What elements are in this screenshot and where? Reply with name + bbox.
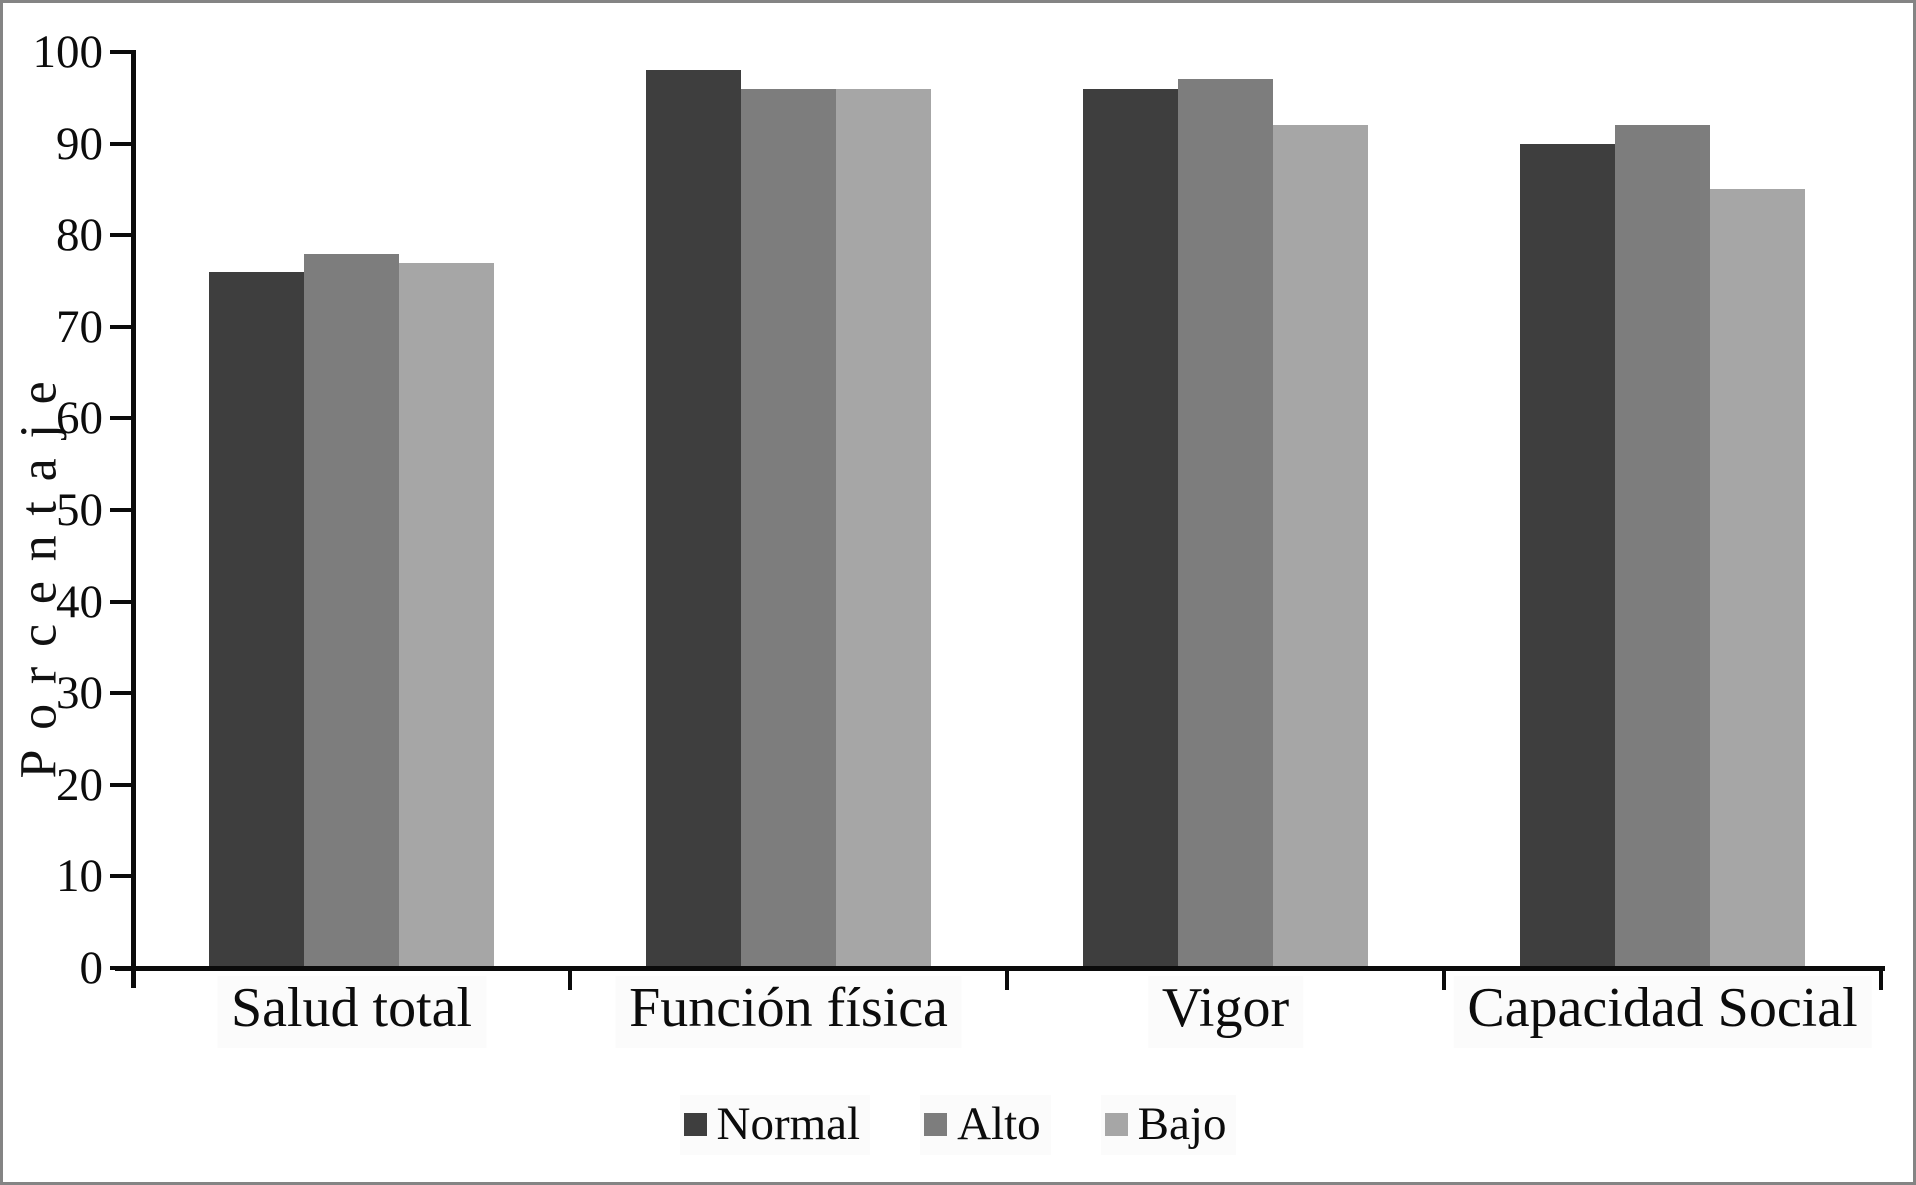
x-tick-mark xyxy=(568,968,572,990)
y-tick-mark xyxy=(110,782,136,787)
x-tick-mark xyxy=(1005,968,1009,990)
y-tick-label: 10 xyxy=(56,850,103,903)
x-category-label: Función física xyxy=(615,976,962,1048)
y-tick-label: 100 xyxy=(32,26,104,78)
x-tick-mark xyxy=(1442,968,1446,990)
bar-alto-4 xyxy=(1615,125,1710,968)
legend-item-bajo: Bajo xyxy=(1100,1095,1237,1155)
y-tick-label: 50 xyxy=(56,484,103,536)
bar-bajo-1 xyxy=(399,262,494,968)
bar-normal-4 xyxy=(1520,143,1615,968)
y-tick-mark xyxy=(110,141,136,146)
bar-bajo-4 xyxy=(1710,189,1805,968)
y-tick-label: 40 xyxy=(56,575,103,628)
y-tick-mark xyxy=(110,874,136,879)
y-tick-label: 90 xyxy=(56,117,103,170)
x-category-label: Salud total xyxy=(216,976,487,1048)
legend-item-normal: Normal xyxy=(679,1095,871,1155)
y-tick-mark xyxy=(110,599,136,604)
x-category-label: Vigor xyxy=(1147,976,1304,1048)
y-tick-mark xyxy=(110,508,136,512)
y-axis-line xyxy=(131,50,136,988)
bar-normal-3 xyxy=(1083,88,1178,968)
legend: Normal Alto Bajo xyxy=(3,1095,1913,1155)
legend-label: Normal xyxy=(716,1098,861,1150)
y-tick-label: 60 xyxy=(56,392,103,445)
y-tick-mark xyxy=(110,416,136,421)
y-tick-label: 20 xyxy=(56,758,103,811)
bar-alto-2 xyxy=(741,88,836,968)
y-tick-label: 80 xyxy=(56,209,103,262)
legend-item-alto: Alto xyxy=(920,1095,1051,1155)
bar-bajo-2 xyxy=(836,88,931,968)
y-tick-mark xyxy=(110,691,136,696)
legend-label: Bajo xyxy=(1137,1098,1227,1150)
legend-label: Alto xyxy=(957,1098,1041,1150)
bar-bajo-3 xyxy=(1273,125,1368,968)
y-tick-mark xyxy=(110,233,136,238)
legend-swatch-icon xyxy=(1104,1112,1128,1136)
y-tick-label: 70 xyxy=(56,300,103,353)
bar-alto-1 xyxy=(304,253,399,968)
legend-swatch-icon xyxy=(924,1112,948,1136)
bar-normal-1 xyxy=(209,271,304,968)
y-tick-mark xyxy=(110,50,136,54)
x-axis-line xyxy=(115,966,1885,971)
bar-alto-3 xyxy=(1178,79,1273,968)
y-tick-label: 30 xyxy=(56,667,103,720)
bar-normal-2 xyxy=(646,70,741,968)
legend-swatch-icon xyxy=(683,1112,707,1136)
y-tick-mark xyxy=(110,324,136,329)
y-tick-label: 0 xyxy=(79,942,104,994)
x-tick-mark xyxy=(1879,968,1883,990)
x-category-label: Capacidad Social xyxy=(1453,976,1872,1048)
